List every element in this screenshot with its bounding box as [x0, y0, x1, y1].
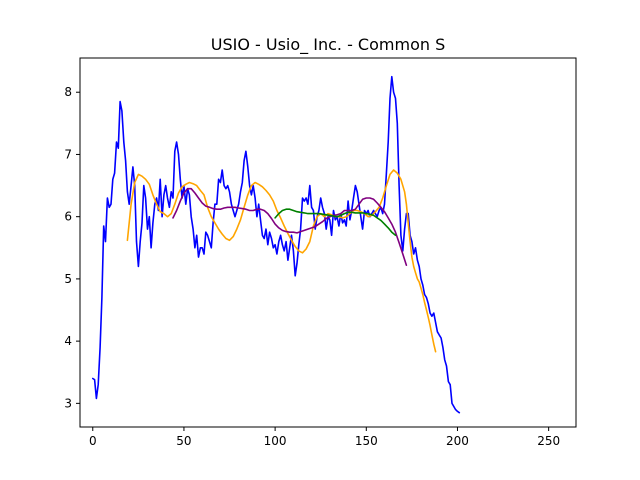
x-tick-label: 50 [176, 434, 191, 448]
series-line-1 [92, 75, 461, 414]
axes-layer: 0 50 100 150 200 250 3 4 5 6 7 8 [64, 85, 560, 448]
x-tick-label: 0 [89, 434, 97, 448]
plot-frame [79, 57, 577, 428]
chart-title: USIO - Usio_ Inc. - Common S [211, 35, 445, 55]
x-tick-label: 200 [446, 434, 469, 448]
series-line-4 [274, 208, 397, 237]
y-tick-label: 5 [64, 272, 72, 286]
y-tick-label: 3 [64, 396, 72, 410]
x-tick-label: 100 [264, 434, 287, 448]
y-tick-label: 7 [64, 147, 72, 161]
x-tick-label: 150 [355, 434, 378, 448]
x-tick-label: 250 [537, 434, 560, 448]
y-tick-label: 4 [64, 334, 72, 348]
series-line-2 [126, 169, 437, 353]
y-tick-label: 6 [64, 210, 72, 224]
series-layer [92, 75, 461, 414]
series-line-3 [172, 187, 408, 266]
y-tick-label: 8 [64, 85, 72, 99]
